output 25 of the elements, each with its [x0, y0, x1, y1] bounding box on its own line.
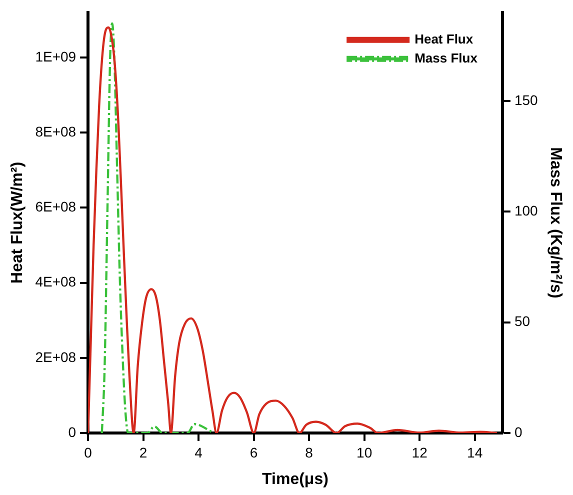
- line-series: [100, 22, 215, 433]
- y2-tick-label: 50: [514, 313, 530, 330]
- y2-tick-label: 100: [514, 202, 538, 218]
- x-tick-label: 0: [84, 444, 92, 460]
- y2-tick-label: 0: [514, 424, 522, 440]
- y-tick-label: 1E+09: [35, 48, 76, 64]
- x-tick-label: 2: [139, 444, 148, 460]
- y-tick-label: 2E+08: [35, 348, 76, 365]
- legend-label: Heat Flux: [414, 31, 474, 46]
- x-tick-label: 12: [412, 444, 428, 460]
- legend-label: Mass Flux: [414, 50, 478, 66]
- line-series: [88, 26, 498, 433]
- y-axis-title: Heat Flux(W/m²): [9, 162, 26, 284]
- y-tick-label: 0: [68, 424, 76, 440]
- y2-axis-title: Mass Flux (Kg/m²/s): [546, 147, 564, 298]
- x-tick-label: 6: [250, 444, 258, 460]
- x-tick-label: 8: [305, 444, 314, 460]
- x-tick-label: 14: [467, 444, 483, 460]
- x-tick-label: 10: [356, 444, 372, 460]
- y-tick-label: 4E+08: [35, 274, 76, 290]
- x-axis-title: Time(μs): [262, 470, 328, 488]
- y-tick-label: 6E+08: [35, 198, 76, 215]
- x-tick-label: 4: [194, 444, 203, 460]
- y2-tick-label: 150: [514, 92, 538, 108]
- y-tick-label: 8E+08: [35, 123, 76, 140]
